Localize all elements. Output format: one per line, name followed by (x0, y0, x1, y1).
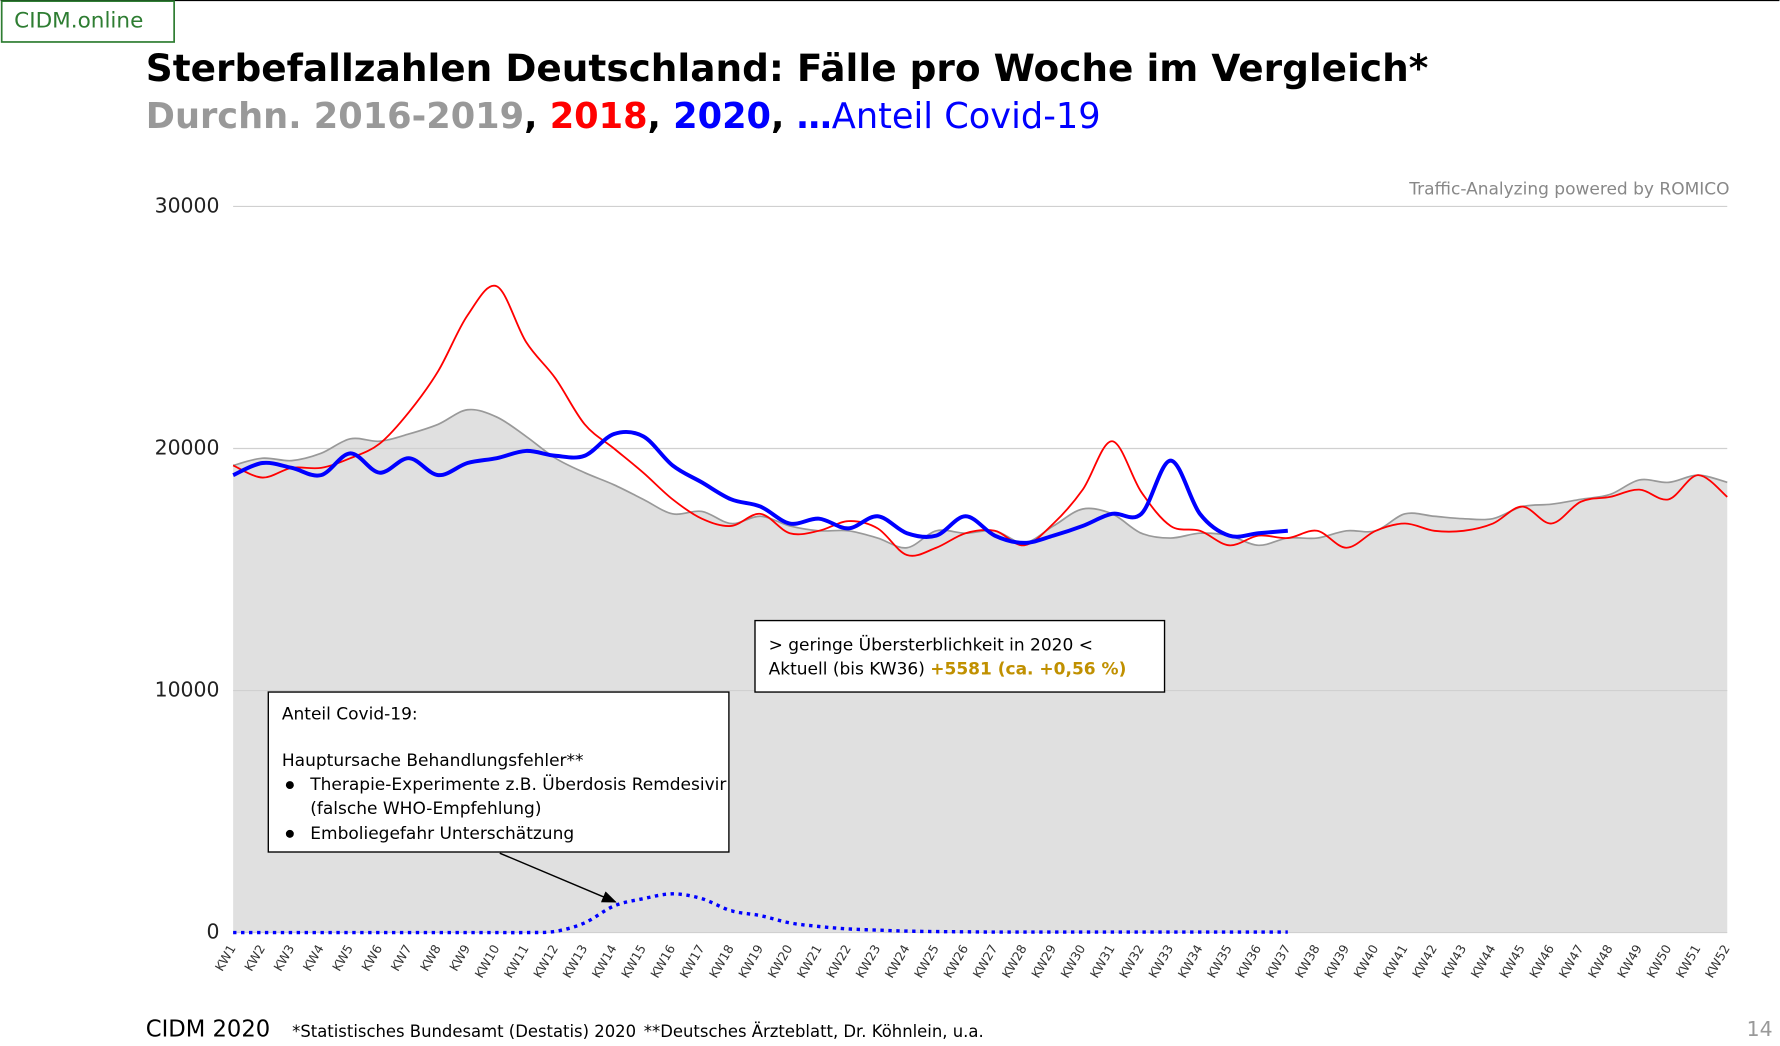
bullet (285, 781, 294, 790)
x-tick-label: KW7 (388, 942, 415, 974)
separator: , (771, 96, 797, 137)
x-tick-label: KW43 (1438, 942, 1469, 981)
x-tick-label: KW38 (1292, 942, 1323, 981)
box (267, 691, 730, 853)
line (232, 284, 1728, 557)
x-tick-label: KW19 (735, 942, 766, 981)
x-tick-label: KW21 (794, 942, 825, 981)
x-tick-label: KW26 (940, 942, 971, 981)
subtitle: Durchn. 2016-2019, 2018, 2020, …Anteil C… (146, 96, 1101, 137)
legend-entry: 2020 (673, 96, 771, 137)
legend-entry: Anteil Covid-19 (832, 96, 1101, 137)
x-tick-label: KW48 (1585, 942, 1616, 981)
annotation-line: > geringe Übersterblichkeit in 2020 < (769, 634, 1093, 656)
annotation-heading: Anteil Covid-19: (282, 705, 418, 725)
x-tick-label: KW5 (329, 942, 356, 974)
x-tick-label: KW9 (446, 942, 473, 974)
x-tick-label: KW4 (300, 942, 327, 974)
legend-entry: Durchn. 2016-2019 (146, 96, 524, 137)
x-tick-label: KW41 (1380, 942, 1411, 981)
x-tick-label: KW16 (647, 942, 678, 981)
x-tick-label: KW32 (1116, 942, 1147, 981)
annotation-highlight: +5581 (ca. +0,56 %) (930, 659, 1126, 679)
annotation-text: Aktuell (bis KW36) (769, 659, 931, 679)
annotation-bullet: (falsche WHO-Empfehlung) (310, 799, 541, 819)
line (232, 429, 1288, 545)
x-tick-label: KW13 (559, 942, 590, 981)
x-tick-label: KW8 (417, 942, 444, 974)
annotation-bullet: Therapie-Experimente z.B. Überdosis Remd… (309, 773, 726, 795)
plot: 0 10000 20000 30000 KW1 KW2 KW3 KW4 KW5 KW6 KW7 KW8… (155, 193, 1733, 980)
x-tick-label: KW18 (706, 942, 737, 981)
line (233, 892, 1288, 935)
area-outline (232, 408, 1728, 549)
x-tick-label: KW1 (212, 942, 239, 974)
separator: , (648, 96, 674, 137)
legend-entry: 2018 (550, 96, 648, 137)
x-tick-label: KW22 (823, 942, 854, 981)
x-tick-label: KW20 (764, 942, 795, 981)
x-tick-label: KW31 (1087, 942, 1118, 981)
x-tick-label: KW51 (1673, 942, 1704, 981)
x-tick-label: KW15 (618, 942, 649, 981)
x-tick-label: KW50 (1643, 942, 1674, 981)
x-tick-label: KW12 (530, 942, 561, 981)
badge-box (0, 0, 175, 43)
x-tick-label: KW3 (270, 942, 297, 974)
covid-prefix: … (797, 96, 832, 137)
x-tick-label: KW25 (911, 942, 942, 981)
x-tick-label: KW34 (1175, 942, 1206, 981)
x-tick-label: KW10 (471, 942, 502, 981)
footnote: **Deutsches Ärzteblatt, Dr. Köhnlein, u.… (644, 1022, 984, 1041)
y-tick-label: 0 (207, 920, 220, 944)
chart-title: Sterbefallzahlen Deutschland: Fälle pro … (146, 46, 1429, 90)
annotation-box: > geringe Übersterblichkeit in 2020 < Ak… (754, 619, 1166, 693)
x-tick-label: KW33 (1145, 942, 1176, 981)
annotation-line: Aktuell (bis KW36) +5581 (ca. +0,56 %) (769, 659, 1127, 679)
x-tick-label: KW36 (1233, 942, 1264, 981)
box (754, 619, 1166, 693)
badge: CIDM.online (14, 9, 143, 34)
x-tick-label: KW49 (1614, 942, 1645, 981)
x-tick-label: KW47 (1555, 942, 1586, 981)
footer-label: CIDM 2020 (146, 1017, 270, 1043)
x-tick-label: KW46 (1526, 942, 1557, 981)
arrow (499, 852, 617, 903)
x-tick-label: KW28 (999, 942, 1030, 981)
x-tick-label: KW52 (1702, 942, 1733, 981)
footnote: *Statistisches Bundesamt (Destatis) 2020 (292, 1022, 636, 1041)
x-tick-label: KW24 (882, 942, 913, 981)
y-tick-label: 10000 (155, 678, 220, 702)
x-tick-label: KW35 (1204, 942, 1235, 981)
annotation-subheading: Hauptursache Behandlungsfehler** (282, 751, 584, 771)
credit: Traffic-Analyzing powered by ROMICO (1408, 179, 1729, 199)
x-tick-label: KW45 (1497, 942, 1528, 981)
annotation-box: Anteil Covid-19: Hauptursache Behandlung… (267, 691, 730, 903)
page-number: 14 (1747, 1017, 1773, 1041)
x-tick-label: KW37 (1262, 942, 1293, 981)
bullet (285, 829, 294, 838)
x-tick-label: KW14 (589, 942, 620, 981)
x-tick-label: KW6 (358, 942, 385, 974)
x-tick-label: KW11 (501, 942, 532, 981)
x-tick-label: KW27 (970, 942, 1001, 981)
y-tick-label: 20000 (155, 436, 220, 460)
x-tick-label: KW29 (1028, 942, 1059, 981)
x-tick-label: KW2 (241, 942, 268, 974)
x-tick-label: KW40 (1350, 942, 1381, 981)
x-tick-label: KW39 (1321, 942, 1352, 981)
x-tick-label: KW44 (1468, 942, 1499, 981)
separator: , (524, 96, 550, 137)
x-tick-label: KW30 (1057, 942, 1088, 981)
x-tick-label: KW23 (852, 942, 883, 981)
y-tick-label: 30000 (155, 193, 220, 217)
annotation-bullet: Emboliegefahr Unterschätzung (310, 824, 574, 844)
x-tick-label: KW42 (1409, 942, 1440, 981)
x-tick-label: KW17 (677, 942, 708, 981)
